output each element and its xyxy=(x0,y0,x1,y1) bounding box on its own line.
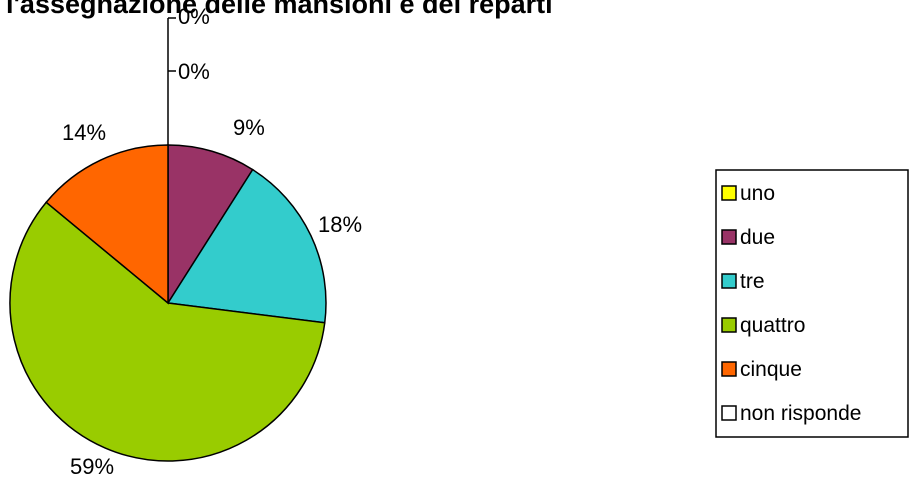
legend-label-uno: uno xyxy=(740,182,775,205)
data-label-uno: 0% xyxy=(178,4,210,29)
legend-label-non-risponde: non risponde xyxy=(740,402,861,425)
legend-swatch-uno xyxy=(721,185,737,201)
data-labels: 0% 9% 18% 59% 14% 0% xyxy=(62,4,362,479)
label-leader-lines xyxy=(167,17,176,145)
data-label-cinque: 14% xyxy=(62,120,106,145)
legend-swatch-quattro xyxy=(721,317,737,333)
slice-tre xyxy=(166,168,327,324)
legend-label-quattro: quattro xyxy=(740,314,805,337)
data-label-quattro: 59% xyxy=(70,454,114,479)
slice-cinque xyxy=(45,144,169,305)
legend-label-due: due xyxy=(740,226,775,249)
legend: uno due tre quattro cinque non risponde xyxy=(715,169,909,438)
legend-swatch-cinque xyxy=(721,361,737,377)
legend-swatch-non-risponde xyxy=(721,405,737,421)
data-label-due: 9% xyxy=(233,115,265,140)
chart-title: l'assegnazione delle mansioni e dei repa… xyxy=(6,0,553,19)
pie-slices xyxy=(9,144,327,462)
legend-swatch-tre xyxy=(721,273,737,289)
slice-due xyxy=(167,144,254,306)
legend-swatch-due xyxy=(721,229,737,245)
slice-quattro xyxy=(9,201,326,462)
legend-label-cinque: cinque xyxy=(740,358,802,381)
legend-label-tre: tre xyxy=(740,270,765,293)
data-label-tre: 18% xyxy=(318,212,362,237)
legend-box xyxy=(715,169,909,438)
data-label-non-risponde: 0% xyxy=(178,59,210,84)
